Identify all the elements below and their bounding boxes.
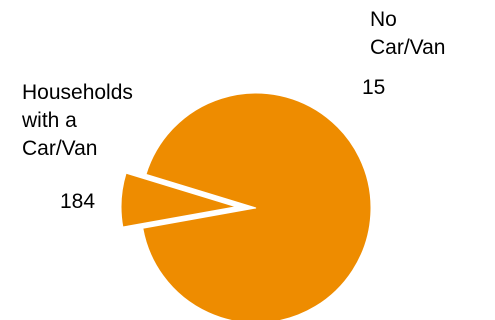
- slice-value-no-car: 15: [362, 76, 386, 99]
- slice-label-line: with a: [22, 109, 77, 132]
- pie-slice-no-car: [120, 172, 237, 228]
- slice-label-line: Car/Van: [22, 137, 98, 160]
- slice-label-line: Car/Van: [370, 36, 446, 59]
- slice-label-line: No: [370, 8, 397, 31]
- slice-label-households-with-car: Households with a Car/Van: [22, 79, 133, 163]
- slice-label-no-car: No Car/Van: [370, 6, 445, 62]
- slice-value-households-with-car: 184: [60, 190, 96, 213]
- pie-slice-households-with-car: [142, 92, 372, 320]
- slice-label-line: Households: [22, 81, 133, 104]
